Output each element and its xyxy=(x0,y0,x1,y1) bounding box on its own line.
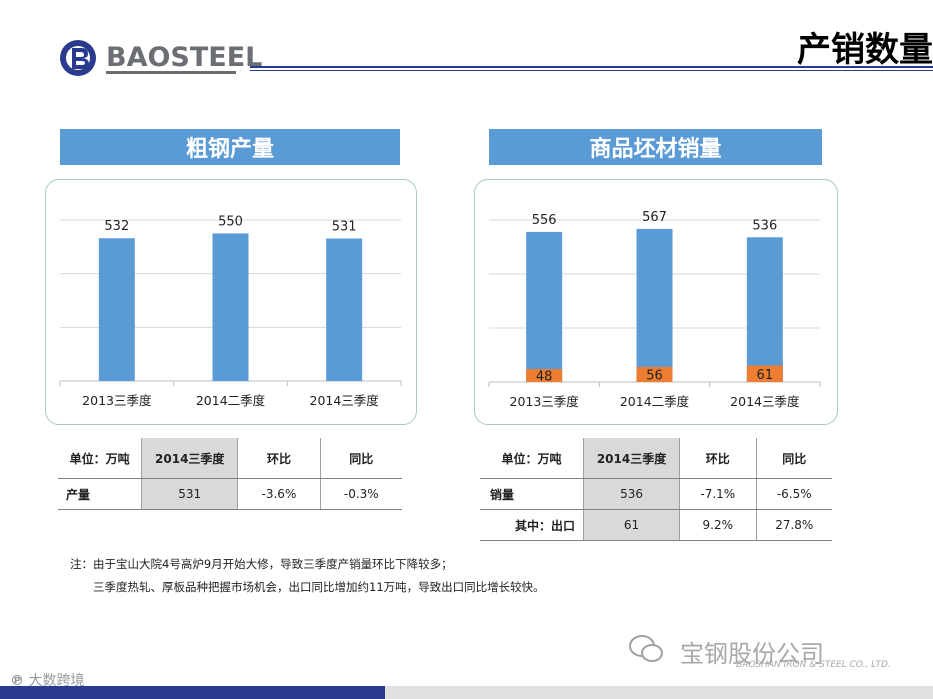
table-row: 其中：出口 61 9.2% 27.8% xyxy=(480,509,832,541)
data-label: 61 xyxy=(757,368,774,383)
wechat-icon xyxy=(628,634,664,664)
corner-watermark-logo: ℗ xyxy=(10,673,24,689)
bar-sub xyxy=(636,366,673,382)
data-label: 550 xyxy=(218,214,243,229)
col-header-current: 2014三季度 xyxy=(141,438,238,479)
row-label: 销量 xyxy=(480,478,584,510)
bar-main xyxy=(636,228,673,382)
left-chart-panel: 532 2013三季度 550 2014二季度 531 2014三季度 xyxy=(45,179,417,425)
x-tick-label: 2014二季度 xyxy=(196,393,266,408)
col-header-yoy: 同比 xyxy=(319,438,402,479)
row-yoy: -6.5% xyxy=(755,478,832,510)
table-row: 销量 536 -7.1% -6.5% xyxy=(480,478,832,510)
unit-label: 单位：万吨 xyxy=(480,438,584,479)
data-label: 532 xyxy=(104,219,129,234)
bar-main xyxy=(326,238,363,381)
right-data-table: 单位：万吨 2014三季度 环比 同比 销量 536 -7.1% -6.5% 其… xyxy=(480,438,832,541)
x-tick-label: 2014三季度 xyxy=(730,394,800,409)
row-qoq: 9.2% xyxy=(679,509,756,541)
col-header-yoy: 同比 xyxy=(755,438,832,479)
footer-bar xyxy=(0,686,385,699)
sales-volume-chart: 556 48 2013三季度 567 56 2014二季度 536 61 2014三季度 xyxy=(488,210,821,409)
row-current: 61 xyxy=(582,509,680,541)
x-tick-label: 2013三季度 xyxy=(510,394,580,409)
col-header-qoq: 环比 xyxy=(679,438,756,479)
row-yoy: -0.3% xyxy=(319,478,402,510)
row-label: 其中：出口 xyxy=(480,509,584,541)
table-row: 产量 531 -3.6% -0.3% xyxy=(58,478,402,510)
row-yoy: 27.8% xyxy=(755,509,832,541)
brand-name: BAOSTEEL xyxy=(106,42,263,73)
bar-sub xyxy=(526,369,563,382)
row-qoq: -7.1% xyxy=(679,478,756,510)
footer-bar-light xyxy=(385,686,933,699)
bar-main xyxy=(98,238,135,381)
corner-watermark: ℗ 大数跨境 xyxy=(10,670,84,690)
note-line-1: 注：由于宝山大院4号高炉9月开始大修，导致三季度产销量环比下降较多； xyxy=(70,557,453,571)
row-qoq: -3.6% xyxy=(237,478,321,510)
bar-sub xyxy=(746,365,783,382)
header-divider xyxy=(250,66,933,68)
data-label: 556 xyxy=(532,213,557,228)
left-section-banner: 粗钢产量 xyxy=(60,129,400,165)
data-label: 536 xyxy=(752,218,777,233)
right-section-banner: 商品坯材销量 xyxy=(489,129,822,165)
data-label: 56 xyxy=(646,368,663,383)
unit-label: 单位：万吨 xyxy=(58,438,142,479)
data-label: 567 xyxy=(642,210,667,225)
right-chart-panel: 556 48 2013三季度 567 56 2014二季度 536 61 2014三季度 xyxy=(474,179,838,425)
note-line-2: 三季度热轧、厚板品种把握市场机会，出口同比增加约11万吨，导致出口同比增长较快。 xyxy=(93,580,545,594)
x-tick-label: 2014三季度 xyxy=(310,393,380,408)
x-tick-label: 2013三季度 xyxy=(82,393,152,408)
bar-main xyxy=(746,237,783,382)
data-label: 531 xyxy=(332,220,357,235)
bar-main xyxy=(526,231,563,382)
row-label: 产量 xyxy=(58,478,142,510)
col-header-qoq: 环比 xyxy=(237,438,321,479)
x-tick-label: 2014二季度 xyxy=(620,394,690,409)
row-current: 531 xyxy=(141,478,238,510)
page-title: 产销数量 xyxy=(797,30,933,70)
col-header-current: 2014三季度 xyxy=(582,438,680,479)
bar-main xyxy=(212,233,249,381)
header-divider-thin xyxy=(250,70,933,71)
row-current: 536 xyxy=(582,478,680,510)
watermark-cn: 宝钢股份公司 xyxy=(680,640,824,668)
left-data-table: 单位：万吨 2014三季度 环比 同比 产量 531 -3.6% -0.3% xyxy=(58,438,402,510)
brand-underline xyxy=(106,71,236,74)
baosteel-logo-icon xyxy=(58,38,98,78)
watermark-en: BAOSHAN IRON & STEEL CO., LTD. xyxy=(736,660,891,670)
crude-steel-chart: 532 2013三季度 550 2014二季度 531 2014三季度 xyxy=(59,214,402,408)
data-label: 48 xyxy=(536,370,553,385)
corner-watermark-text: 大数跨境 xyxy=(28,673,85,689)
